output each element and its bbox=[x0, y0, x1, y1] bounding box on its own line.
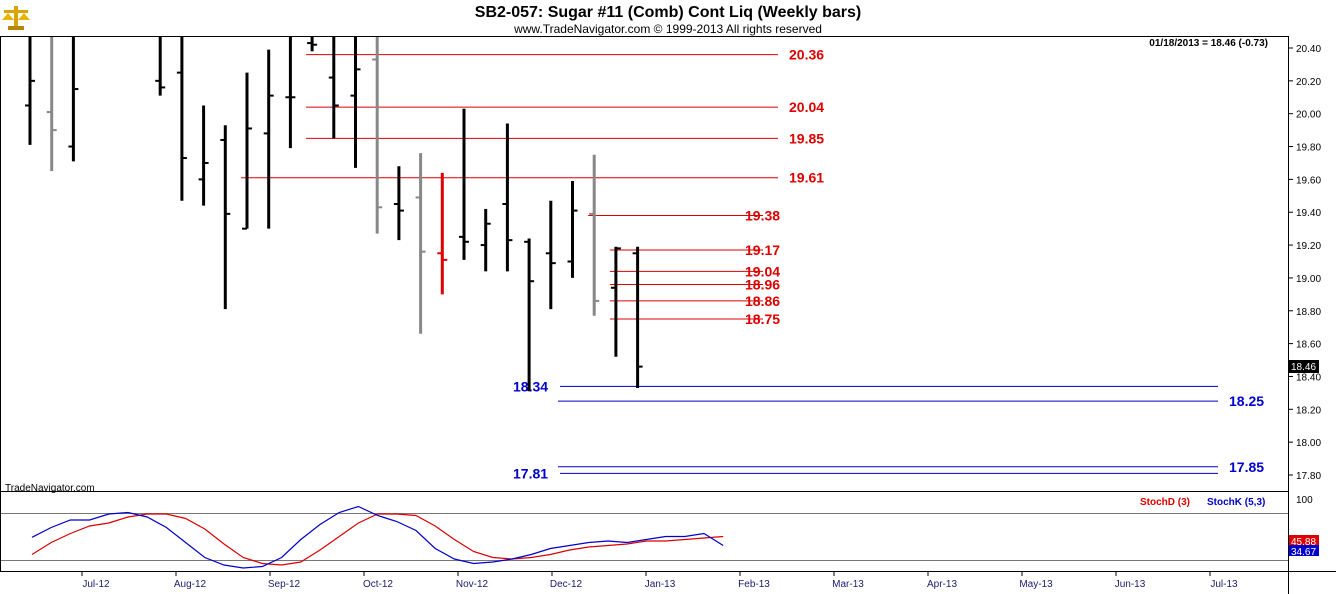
resistance-label: 18.75 bbox=[745, 311, 780, 327]
price-tick-label: 17.80 bbox=[1296, 471, 1321, 482]
scales-logo-icon bbox=[2, 6, 30, 30]
ohlc-bar bbox=[307, 37, 318, 52]
ohlc-bar bbox=[242, 72, 252, 230]
legend-stoch-d: StochD (3) bbox=[1140, 497, 1190, 508]
resistance-label: 18.96 bbox=[745, 276, 780, 292]
ohlc-bar bbox=[459, 108, 469, 260]
time-tick-label: Dec-12 bbox=[550, 579, 583, 590]
support-label: 18.34 bbox=[513, 378, 548, 394]
time-tick-label: May-13 bbox=[1019, 579, 1053, 590]
ohlc-bar bbox=[350, 37, 361, 168]
ohlc-bar bbox=[176, 37, 187, 201]
ohlc-bar bbox=[545, 200, 556, 310]
last-price-label: 18.46 bbox=[1291, 362, 1316, 373]
watermark: TradeNavigator.com bbox=[5, 483, 95, 494]
ohlc-bar bbox=[285, 37, 296, 149]
support-label: 17.81 bbox=[513, 465, 548, 481]
price-tick-label: 19.60 bbox=[1296, 175, 1321, 186]
ohlc-bar bbox=[155, 37, 166, 96]
price-tick-label: 18.40 bbox=[1296, 372, 1321, 383]
last-price-box bbox=[1289, 360, 1319, 373]
ohlc-bar bbox=[415, 153, 426, 334]
price-tick-label: 19.40 bbox=[1296, 208, 1321, 219]
ohlc-bar bbox=[328, 37, 339, 139]
time-tick-label: Oct-12 bbox=[363, 579, 393, 590]
ohlc-bar bbox=[372, 37, 383, 234]
ohlc-bar bbox=[524, 238, 535, 392]
ohlc-bar bbox=[198, 105, 209, 206]
support-label: 17.85 bbox=[1229, 459, 1264, 475]
ohlc-bar bbox=[437, 172, 448, 295]
resistance-label: 19.17 bbox=[745, 242, 780, 258]
time-tick-label: Feb-13 bbox=[738, 579, 770, 590]
time-axis-ticks: Jul-12 Aug-12 Sep-12 Oct-12 Nov-12 Dec-12 Jan-… bbox=[81, 571, 1238, 590]
stoch-k-value: 34.67 bbox=[1291, 547, 1316, 558]
time-tick-label: Aug-12 bbox=[174, 579, 207, 590]
time-tick-label: Jan-13 bbox=[645, 579, 676, 590]
stoch-d-line bbox=[31, 513, 724, 566]
resistance-label: 20.36 bbox=[789, 47, 824, 63]
stochastic-lines bbox=[31, 505, 724, 569]
time-tick-label: Sep-12 bbox=[268, 579, 301, 590]
support-label: 18.25 bbox=[1229, 393, 1264, 409]
stoch-top-tick: 100 bbox=[1296, 495, 1313, 506]
stoch-d-box bbox=[1289, 535, 1319, 547]
stoch-panel-frame bbox=[0, 491, 1289, 572]
time-tick-label: Apr-13 bbox=[927, 579, 957, 590]
ohlc-bar bbox=[25, 37, 35, 145]
chart-title: SB2-057: Sugar #11 (Comb) Cont Liq (Week… bbox=[475, 4, 861, 21]
time-tick-label: Nov-12 bbox=[456, 579, 489, 590]
ohlc-bar bbox=[220, 125, 231, 310]
price-tick-label: 19.80 bbox=[1296, 143, 1321, 154]
ohlc-bar bbox=[263, 49, 274, 229]
price-tick-label: 20.40 bbox=[1296, 44, 1321, 55]
ohlc-bars bbox=[25, 37, 643, 392]
ohlc-bar bbox=[567, 181, 578, 278]
ohlc-bar bbox=[589, 154, 600, 316]
ohlc-bar bbox=[610, 246, 621, 357]
resistance-label: 19.61 bbox=[789, 170, 824, 186]
time-tick-label: Mar-13 bbox=[832, 579, 864, 590]
legend-stoch-k: StochK (5,3) bbox=[1207, 497, 1265, 508]
resistance-label: 19.38 bbox=[745, 208, 780, 224]
level-lines: 20.36 20.04 19.85 19.61 19.38 19.17 19.0418.96… bbox=[241, 47, 1264, 481]
ohlc-bar bbox=[46, 37, 57, 172]
ohlc-bar bbox=[393, 166, 404, 241]
price-tick-label: 18.60 bbox=[1296, 340, 1321, 351]
copyright-text: www.TradeNavigator.com © 1999-2013 All r… bbox=[513, 22, 822, 36]
price-axis-ticks: 20.40 20.20 20.00 19.80 19.60 19.40 19.20 19.00… bbox=[1288, 44, 1321, 482]
stoch-k-box bbox=[1289, 545, 1319, 556]
time-tick-label: Jul-12 bbox=[82, 579, 110, 590]
price-tick-label: 18.80 bbox=[1296, 307, 1321, 318]
price-tick-label: 20.20 bbox=[1296, 77, 1321, 88]
ohlc-bar bbox=[480, 208, 491, 272]
stoch-k-line bbox=[31, 505, 724, 569]
price-tick-label: 20.00 bbox=[1296, 110, 1321, 121]
resistance-label: 18.86 bbox=[745, 293, 780, 309]
price-tick-label: 18.20 bbox=[1296, 405, 1321, 416]
resistance-label: 19.04 bbox=[745, 263, 780, 279]
price-panel-frame bbox=[0, 36, 1289, 492]
last-quote: 01/18/2013 = 18.46 (-0.73) bbox=[1149, 38, 1268, 49]
ohlc-bar bbox=[502, 123, 513, 272]
time-tick-label: Jul-13 bbox=[1210, 579, 1238, 590]
price-tick-label: 19.20 bbox=[1296, 241, 1321, 252]
time-tick-label: Jun-13 bbox=[1115, 579, 1146, 590]
ohlc-bar bbox=[632, 246, 643, 388]
stoch-d-value: 45.88 bbox=[1291, 537, 1316, 548]
price-tick-label: 19.00 bbox=[1296, 274, 1321, 285]
resistance-label: 20.04 bbox=[789, 99, 824, 115]
ohlc-bar bbox=[68, 37, 79, 162]
resistance-label: 19.85 bbox=[789, 130, 824, 146]
price-tick-label: 18.00 bbox=[1296, 438, 1321, 449]
